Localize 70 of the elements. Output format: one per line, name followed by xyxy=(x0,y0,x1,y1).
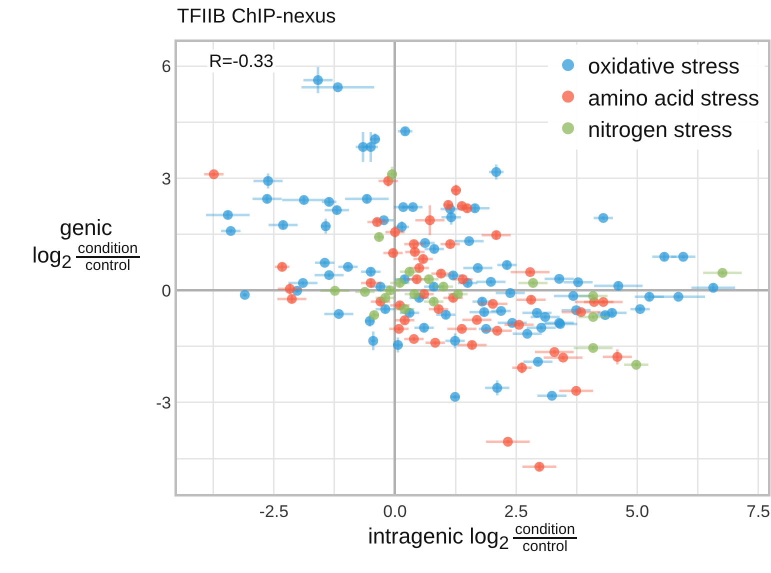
point xyxy=(558,352,568,363)
point xyxy=(492,326,502,336)
point xyxy=(514,320,524,330)
x-tick-label: 0.0 xyxy=(383,502,407,521)
annotation: R=-0.33 xyxy=(209,51,274,71)
point xyxy=(360,286,370,297)
point xyxy=(380,292,390,303)
point xyxy=(612,352,622,362)
point xyxy=(409,289,420,300)
y-tick-label: 0 xyxy=(162,281,172,300)
point xyxy=(428,296,439,307)
point xyxy=(576,307,586,318)
point xyxy=(372,217,382,228)
point xyxy=(430,338,440,348)
y-tick-label: 3 xyxy=(162,169,172,188)
point xyxy=(588,342,598,353)
point xyxy=(549,347,560,358)
point xyxy=(456,324,467,334)
point xyxy=(374,232,384,242)
point xyxy=(571,386,582,396)
point xyxy=(526,294,536,305)
x-tick-label: -2.5 xyxy=(259,502,289,521)
point xyxy=(467,340,478,350)
point xyxy=(451,185,462,196)
point xyxy=(400,315,410,326)
y-tick-label: 6 xyxy=(162,57,172,76)
point xyxy=(277,262,288,272)
point xyxy=(438,282,448,292)
point xyxy=(502,436,513,447)
point xyxy=(534,462,544,472)
point xyxy=(588,291,598,302)
x-tick-label: 7.5 xyxy=(746,502,770,521)
x-tick-label: 2.5 xyxy=(504,502,528,521)
point xyxy=(516,362,527,373)
point xyxy=(369,310,380,320)
point xyxy=(528,278,538,288)
point xyxy=(404,266,415,277)
point xyxy=(388,248,398,258)
point xyxy=(631,360,642,370)
point xyxy=(436,268,446,279)
y-axis-title: genic log$_{2}$ condition control xyxy=(31,215,139,274)
point xyxy=(717,268,728,278)
legend-label: nitrogen stress xyxy=(588,116,732,142)
point xyxy=(387,169,398,180)
point xyxy=(208,169,219,180)
x-tick-label: 5.0 xyxy=(625,502,650,521)
point xyxy=(390,227,400,238)
point xyxy=(424,215,435,226)
point xyxy=(525,267,536,278)
point xyxy=(472,314,482,325)
point xyxy=(330,286,340,296)
point xyxy=(366,278,376,288)
point xyxy=(491,230,502,240)
point xyxy=(394,324,404,334)
point xyxy=(424,274,434,284)
x-axis-title: intragenic log$_{2}$ condition control xyxy=(366,521,576,554)
point xyxy=(408,334,419,344)
point xyxy=(458,274,468,284)
point xyxy=(488,298,498,309)
legend-label: amino acid stress xyxy=(588,85,760,110)
point xyxy=(400,304,410,314)
point xyxy=(588,312,598,322)
point xyxy=(598,296,608,307)
chart-title: TFIIB ChIP-nexus xyxy=(177,6,336,28)
point xyxy=(434,304,444,314)
y-tick-label: -3 xyxy=(156,393,172,412)
point xyxy=(452,289,463,300)
legend-label: oxidative stress xyxy=(588,54,740,79)
point xyxy=(445,239,456,250)
point xyxy=(419,289,430,300)
